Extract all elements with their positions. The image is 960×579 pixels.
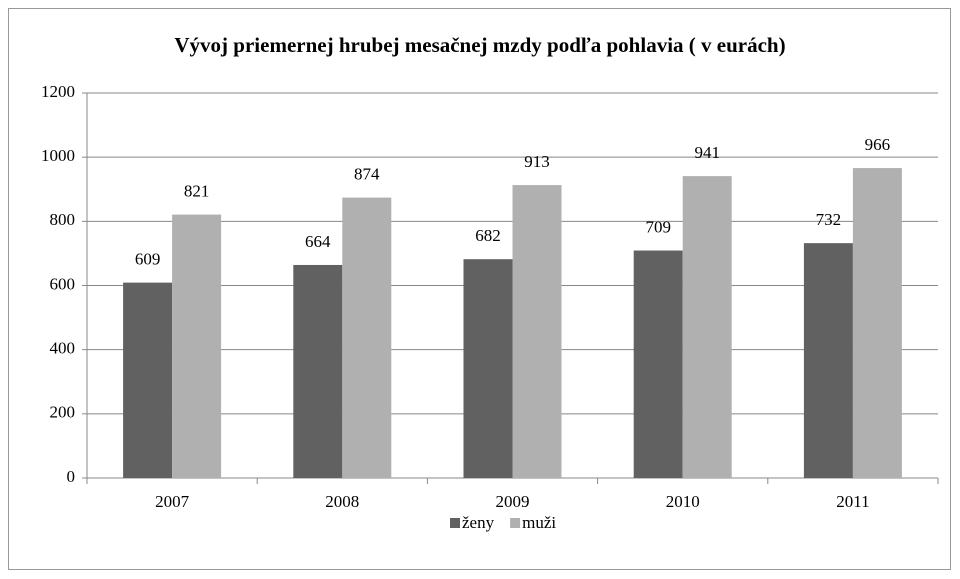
x-tick-label: 2009: [496, 492, 530, 511]
bar: [682, 176, 732, 479]
legend-label: ženy: [462, 513, 495, 532]
data-label: 732: [816, 210, 842, 229]
y-tick-label: 800: [50, 210, 76, 229]
data-label: 966: [865, 135, 891, 154]
y-tick-label: 0: [67, 467, 76, 486]
legend-swatch: [450, 518, 460, 528]
bar: [803, 243, 853, 478]
bar: [172, 214, 222, 479]
data-label: 709: [645, 217, 671, 236]
x-tick-label: 2010: [666, 492, 700, 511]
x-tick-label: 2007: [155, 492, 190, 511]
y-tick-label: 1000: [41, 146, 75, 165]
data-label: 682: [475, 226, 501, 245]
x-tick-label: 2011: [836, 492, 869, 511]
y-tick-label: 200: [50, 403, 76, 422]
bar: [123, 282, 173, 478]
bar: [852, 168, 902, 478]
chart-title: Vývoj priemernej hrubej mesačnej mzdy po…: [174, 33, 785, 57]
legend-label: muži: [522, 513, 556, 532]
y-tick-label: 1200: [41, 82, 75, 101]
data-label: 941: [694, 143, 720, 162]
data-label: 609: [135, 250, 161, 269]
bar: [293, 264, 343, 478]
data-label: 913: [524, 152, 550, 171]
y-tick-label: 400: [50, 339, 76, 358]
bar: [512, 185, 562, 478]
x-tick-label: 2008: [325, 492, 359, 511]
bar: [342, 197, 392, 478]
legend-swatch: [510, 518, 521, 528]
data-label: 821: [184, 182, 210, 201]
data-label: 664: [305, 232, 331, 251]
bar: [633, 250, 683, 478]
bar: [463, 259, 513, 478]
y-tick-label: 600: [50, 274, 76, 293]
data-label: 874: [354, 164, 380, 183]
